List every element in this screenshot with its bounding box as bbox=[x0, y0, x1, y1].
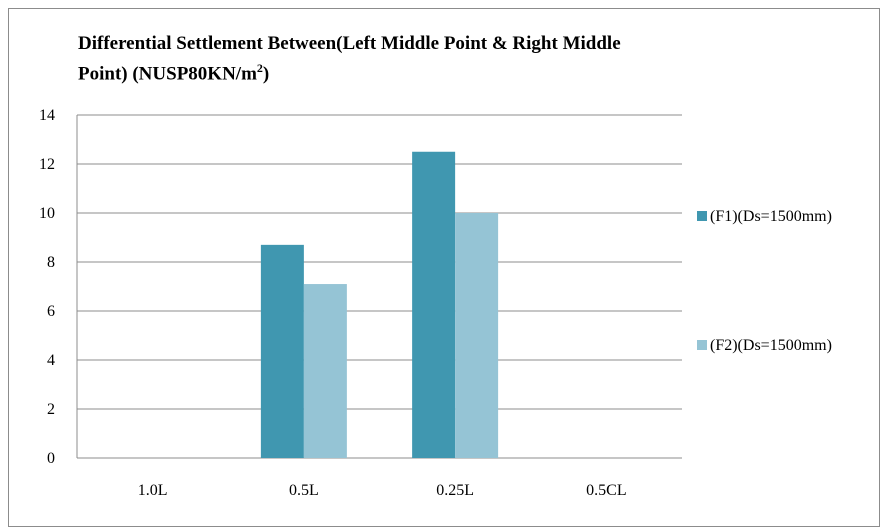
y-tick-label: 8 bbox=[47, 254, 55, 271]
chart-title-end: ) bbox=[262, 63, 270, 85]
x-tick-label: 0.25L bbox=[436, 482, 474, 499]
y-tick-label: 14 bbox=[39, 107, 55, 124]
chart-title-line2: Point) (NUSP80KN/m bbox=[78, 63, 257, 85]
bar-f2 bbox=[455, 213, 499, 458]
bar-f1 bbox=[260, 244, 304, 458]
chart-title-line1: Differential Settlement Between(Left Mid… bbox=[78, 33, 621, 54]
x-tick-label: 0.5L bbox=[289, 482, 319, 499]
legend-label: (F2)(Ds=1500mm) bbox=[710, 337, 832, 354]
bar-f2 bbox=[303, 284, 347, 458]
chart-title: Differential Settlement Between(Left Mid… bbox=[78, 32, 818, 86]
legend-label: (F1)(Ds=1500mm) bbox=[710, 208, 832, 225]
y-tick-label: 12 bbox=[39, 156, 55, 173]
y-tick-label: 4 bbox=[47, 352, 55, 369]
chart-title-superscript: 2 bbox=[256, 61, 263, 75]
x-tick-label: 0.5CL bbox=[586, 482, 626, 499]
bar-f1 bbox=[412, 151, 456, 458]
y-tick-label: 2 bbox=[47, 401, 55, 418]
y-tick-label: 10 bbox=[39, 205, 55, 222]
x-tick-label: 1.0L bbox=[138, 482, 168, 499]
legend-swatch bbox=[697, 211, 707, 221]
y-tick-label: 6 bbox=[47, 303, 55, 320]
y-tick-label: 0 bbox=[47, 450, 55, 467]
legend-swatch bbox=[697, 340, 707, 350]
